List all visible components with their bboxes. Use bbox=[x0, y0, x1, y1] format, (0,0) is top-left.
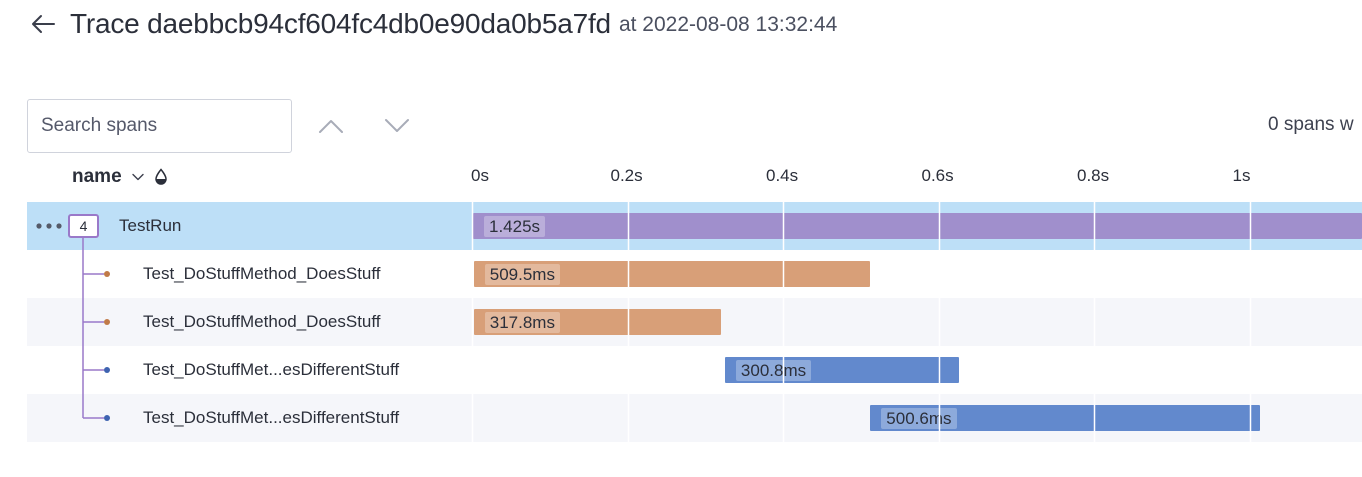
tick-label: 0s bbox=[471, 166, 489, 185]
span-duration-label: 1.425s bbox=[484, 216, 546, 237]
span-duration-label: 300.8ms bbox=[735, 360, 812, 381]
back-button[interactable] bbox=[28, 9, 58, 39]
span-row[interactable]: Test_DoStuffMethod_DoesStuff 317.8ms bbox=[27, 298, 1362, 346]
tick-label: 0.2s bbox=[610, 166, 643, 185]
span-name: Test_DoStuffMet...esDifferentStuff bbox=[143, 360, 400, 379]
tick-label: 0.4s bbox=[766, 166, 799, 185]
span-bar[interactable] bbox=[724, 357, 959, 383]
span-duration-label: 509.5ms bbox=[484, 264, 560, 285]
page-header: Trace daebbcb94cf604fc4db0e90da0b5a7fd a… bbox=[28, 6, 837, 42]
span-bar[interactable] bbox=[870, 405, 1260, 431]
name-column-header[interactable]: name bbox=[72, 165, 168, 189]
span-name: TestRun bbox=[119, 216, 182, 235]
span-duration-label: 500.6ms bbox=[881, 408, 957, 429]
more-options-icon[interactable] bbox=[35, 202, 63, 250]
span-bar[interactable] bbox=[473, 261, 870, 287]
timeline-axis: 0s 0.2s 0.4s 0.6s 0.8s 1s bbox=[0, 166, 1362, 190]
span-row[interactable]: Test_DoStuffMethod_DoesStuff 509.5ms bbox=[27, 250, 1362, 298]
previous-match-button[interactable] bbox=[314, 110, 348, 142]
page-title: Trace daebbcb94cf604fc4db0e90da0b5a7fd bbox=[70, 8, 611, 39]
span-bar[interactable] bbox=[473, 309, 721, 335]
next-match-button[interactable] bbox=[380, 110, 414, 142]
name-column-label: name bbox=[72, 166, 122, 187]
span-name: Test_DoStuffMet...esDifferentStuff bbox=[143, 408, 400, 427]
child-count-badge[interactable]: 4 bbox=[68, 214, 99, 238]
search-spans-input[interactable] bbox=[27, 99, 292, 153]
sort-chevron-down-icon[interactable] bbox=[131, 173, 144, 181]
span-list: 4 TestRun 1.425s Test_DoStuffMethod_DoesStu… bbox=[27, 202, 1362, 442]
chevron-down-icon bbox=[385, 119, 409, 132]
span-name: Test_DoStuffMethod_DoesStuff bbox=[143, 264, 381, 283]
arrow-left-icon bbox=[32, 15, 55, 33]
tick-label: 0.6s bbox=[921, 166, 954, 185]
chevron-up-icon bbox=[319, 120, 343, 133]
span-row[interactable]: Test_DoStuffMet...esDifferentStuff 500.6m… bbox=[27, 394, 1362, 442]
match-count: 0 spans w bbox=[1268, 114, 1354, 135]
tick-label: 0.8s bbox=[1077, 166, 1110, 185]
span-row[interactable]: 4 TestRun 1.425s bbox=[27, 202, 1362, 250]
span-bar[interactable] bbox=[473, 213, 1362, 239]
drop-icon[interactable] bbox=[154, 168, 168, 186]
span-row[interactable]: Test_DoStuffMet...esDifferentStuff 300.8m… bbox=[27, 346, 1362, 394]
trace-timestamp: at 2022-08-08 13:32:44 bbox=[618, 13, 838, 36]
tick-label: 1s bbox=[1232, 166, 1251, 185]
span-duration-label: 317.8ms bbox=[484, 312, 560, 333]
span-name: Test_DoStuffMethod_DoesStuff bbox=[143, 312, 381, 331]
